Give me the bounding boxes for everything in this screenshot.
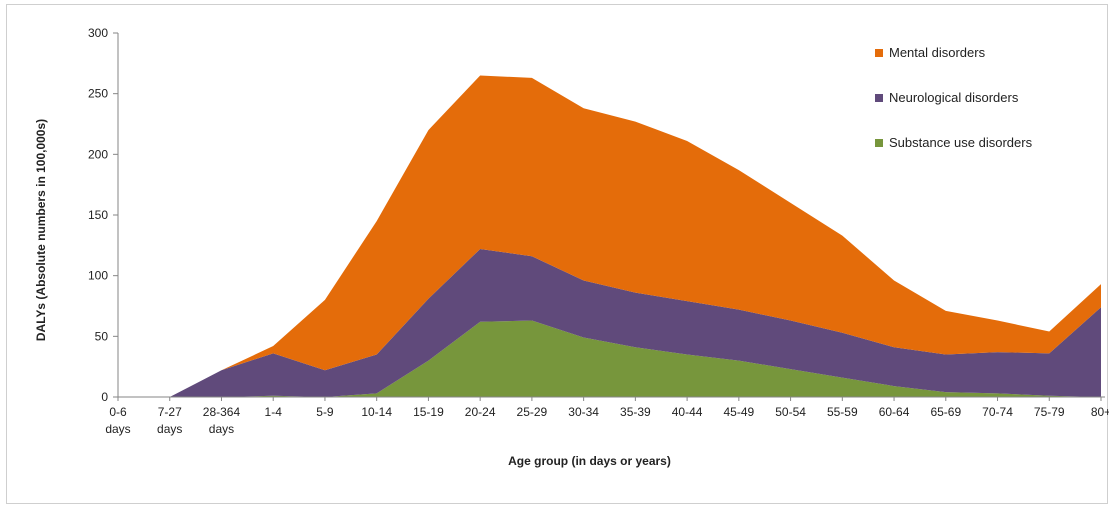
x-tick-label: 25-29	[517, 405, 548, 419]
y-axis-title: DALYs (Absolute numbers in 100,000s)	[34, 119, 48, 341]
x-tick-label: 60-64	[879, 405, 910, 419]
legend-swatch	[875, 49, 883, 57]
legend-swatch	[875, 94, 883, 102]
y-tick-label: 300	[88, 26, 108, 40]
y-tick-labels: 0 50 100 150 200 250 300	[88, 26, 118, 404]
legend-label: Substance use disorders	[889, 135, 1033, 150]
x-tick-label: days	[209, 422, 234, 436]
x-tick-label: 20-24	[465, 405, 496, 419]
y-tick-label: 100	[88, 269, 108, 283]
x-tick-label: 15-19	[413, 405, 444, 419]
area-chart: 0 50 100 150 200 250 300 0-6 days 7-27 days 28-364…	[7, 5, 1109, 505]
x-tick-label: 75-79	[1034, 405, 1065, 419]
legend-swatch	[875, 139, 883, 147]
y-tick-label: 0	[101, 390, 108, 404]
x-tick-label: 35-39	[620, 405, 651, 419]
legend-label: Mental disorders	[889, 45, 986, 60]
legend-label: Neurological disorders	[889, 90, 1019, 105]
x-tick-label: 30-34	[568, 405, 599, 419]
x-tick-label: 28-364	[203, 405, 241, 419]
x-tick-labels: 0-6 days 7-27 days 28-364 days 1-4 5-9 10-14 15-1…	[105, 397, 1109, 436]
x-tick-label: 70-74	[982, 405, 1013, 419]
chart-frame: 0 50 100 150 200 250 300 0-6 days 7-27 days 28-364…	[6, 4, 1108, 504]
x-tick-label: 65-69	[930, 405, 961, 419]
x-tick-label: 0-6	[109, 405, 127, 419]
x-tick-label: 10-14	[361, 405, 392, 419]
x-axis-title: Age group (in days or years)	[508, 454, 671, 468]
y-tick-label: 200	[88, 147, 108, 161]
x-tick-label: 5-9	[316, 405, 334, 419]
x-tick-label: days	[105, 422, 130, 436]
x-tick-label: 7-27	[158, 405, 182, 419]
x-tick-label: 1-4	[265, 405, 283, 419]
x-tick-label: 50-54	[775, 405, 806, 419]
y-tick-label: 250	[88, 87, 108, 101]
x-tick-label: days	[157, 422, 182, 436]
y-tick-label: 150	[88, 208, 108, 222]
x-tick-label: 55-59	[827, 405, 858, 419]
x-tick-label: 40-44	[672, 405, 703, 419]
legend: Mental disorders Neurological disorders Su…	[875, 45, 1033, 150]
x-tick-label: 80+	[1091, 405, 1109, 419]
areas-layer	[118, 75, 1101, 397]
y-tick-label: 50	[95, 329, 109, 343]
x-tick-label: 45-49	[723, 405, 754, 419]
